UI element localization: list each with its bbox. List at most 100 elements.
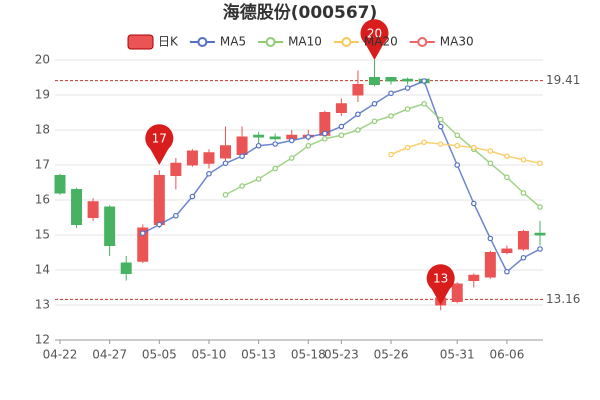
candle-body	[104, 206, 116, 246]
legend-icon	[265, 37, 276, 47]
reference-label: 13.16	[546, 292, 580, 306]
candle-body	[220, 145, 232, 159]
legend-icon	[127, 34, 154, 50]
ma-point	[404, 106, 411, 112]
y-tick-label: 14	[35, 263, 50, 277]
candle-body	[385, 77, 397, 82]
ma-point	[305, 142, 312, 149]
ma-point	[322, 130, 328, 137]
ma-point	[421, 78, 427, 84]
candle-body	[203, 152, 215, 164]
legend-icon	[197, 37, 208, 47]
candle-body	[87, 201, 99, 218]
candle-body	[253, 134, 265, 138]
ma-point	[454, 142, 461, 149]
y-tick-label: 20	[35, 53, 50, 67]
legend-icon	[417, 37, 428, 47]
candle-body	[402, 78, 414, 82]
x-tick-label: 05-13	[241, 348, 276, 362]
candle-body	[468, 274, 480, 281]
candle-body	[153, 175, 165, 225]
ma-point	[139, 230, 146, 237]
ma-point	[504, 268, 510, 275]
ma-line	[390, 141, 541, 164]
ma-point	[272, 165, 278, 172]
legend-icon	[341, 37, 352, 47]
candle-body	[236, 136, 248, 155]
ma-point	[222, 191, 229, 198]
candle-body	[170, 162, 182, 176]
ma-point	[537, 160, 543, 167]
ma-point	[338, 123, 345, 130]
candle-body	[335, 103, 347, 113]
candle-body	[368, 77, 380, 85]
ma-point	[272, 141, 278, 147]
ma-point	[371, 100, 378, 107]
marker-label: 17	[152, 132, 167, 146]
candle-body	[534, 232, 546, 236]
ma-point	[421, 139, 427, 146]
x-tick-label: 05-18	[291, 348, 326, 362]
ma-point	[239, 183, 245, 189]
x-tick-label: 06-06	[489, 348, 524, 362]
y-tick-label: 13	[35, 298, 50, 312]
legend-label: MA10	[288, 35, 322, 49]
ma-point	[338, 132, 345, 139]
ma-point	[437, 141, 444, 147]
y-tick-label: 12	[35, 333, 50, 347]
y-tick-label: 19	[35, 88, 50, 102]
ma-point	[404, 144, 411, 151]
ma-point	[288, 137, 295, 144]
ma-point	[504, 153, 510, 160]
ma-point	[288, 155, 295, 161]
ma-point	[520, 190, 527, 196]
candle-body	[120, 262, 132, 274]
legend-label: MA20	[364, 35, 398, 49]
ma-point	[189, 193, 196, 200]
candle-body	[484, 252, 496, 278]
candle-body	[137, 227, 149, 262]
y-tick-label: 18	[35, 123, 50, 137]
ma-point	[470, 200, 477, 207]
candle-body	[186, 150, 198, 166]
candle-body	[501, 248, 513, 253]
ma-point	[388, 90, 394, 97]
x-tick-label: 05-31	[440, 348, 475, 362]
ma-point	[305, 134, 312, 140]
x-tick-label: 05-23	[324, 348, 359, 362]
x-tick-label: 05-10	[192, 348, 227, 362]
ma-point	[222, 160, 229, 167]
candle-body	[517, 231, 529, 250]
marker-pin	[426, 264, 455, 305]
marker-label: 20	[367, 27, 382, 41]
y-tick-label: 16	[35, 193, 50, 207]
ma-point	[355, 111, 361, 118]
ma-point	[487, 160, 494, 167]
ma-point	[355, 127, 361, 133]
ma-point	[504, 174, 510, 181]
x-tick-label: 04-27	[92, 348, 127, 362]
candle-body	[451, 283, 463, 302]
ma-point	[421, 100, 427, 107]
ma-point	[437, 116, 444, 123]
ma-point	[537, 246, 543, 252]
x-tick-label: 04-22	[43, 348, 78, 362]
ma-point	[371, 118, 378, 125]
ma-line	[225, 102, 541, 208]
ma-point	[388, 151, 394, 158]
ma-point	[520, 254, 527, 261]
x-tick-label: 05-26	[374, 348, 409, 362]
ma-point	[454, 132, 461, 139]
marker-pin	[145, 124, 174, 165]
reference-label: 19.41	[546, 73, 580, 87]
legend-label: 日K	[158, 35, 179, 49]
ma-point	[206, 170, 212, 177]
x-tick-label: 05-05	[142, 348, 177, 362]
candle-body	[352, 84, 364, 96]
ma-point	[322, 135, 328, 142]
ma-point	[437, 123, 444, 130]
ma-point	[520, 156, 527, 163]
y-tick-label: 15	[35, 228, 50, 242]
candle-body	[269, 136, 281, 140]
